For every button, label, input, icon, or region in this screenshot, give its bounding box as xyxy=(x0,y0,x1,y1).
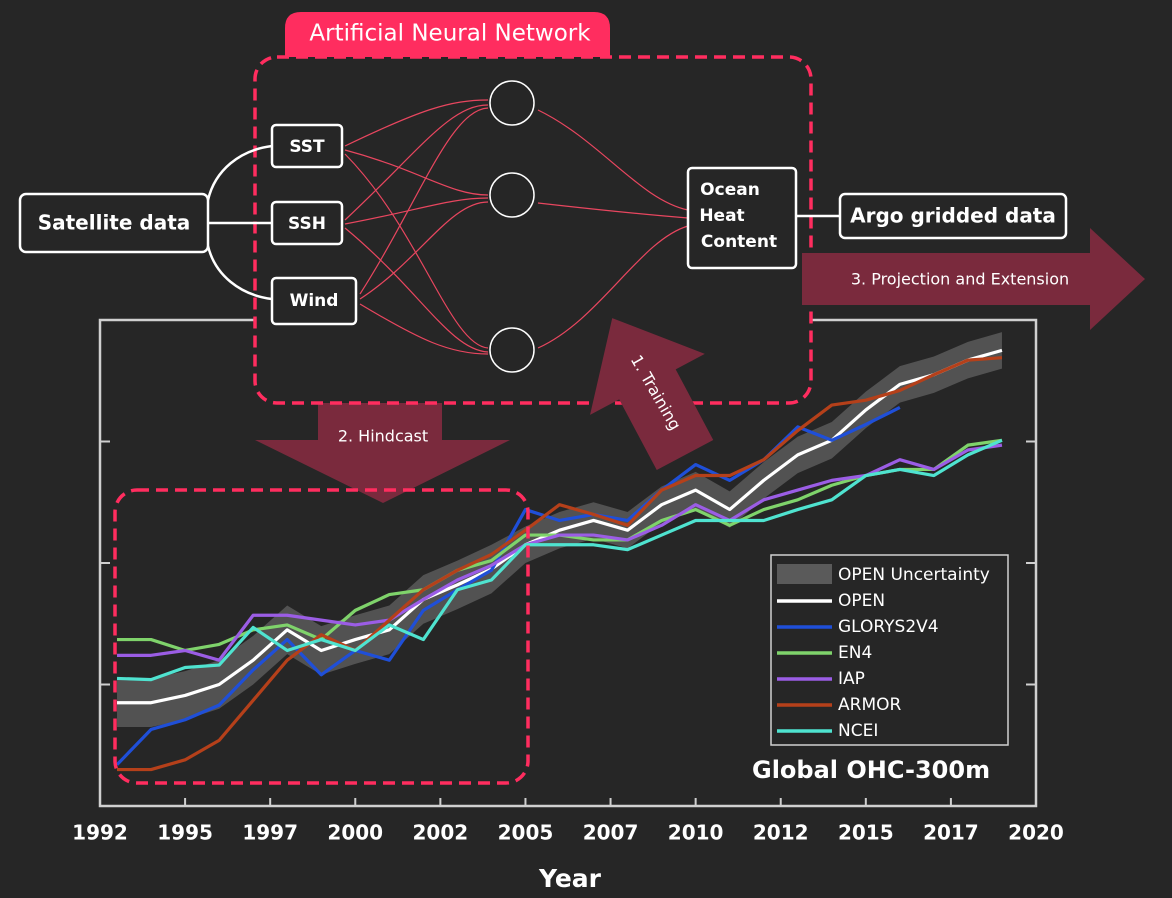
x-tick-label: 2002 xyxy=(413,821,469,845)
legend-label: ARMOR xyxy=(838,695,901,715)
target-label: Argo gridded data xyxy=(850,204,1056,228)
x-tick-label: 2007 xyxy=(583,821,639,845)
hidden-node xyxy=(489,172,535,218)
connection xyxy=(537,225,689,349)
x-tick-label: 2010 xyxy=(668,821,724,845)
series-line xyxy=(117,356,1003,772)
ann-title: Artificial Neural Network xyxy=(309,21,591,47)
connection xyxy=(537,109,689,211)
output-label: Content xyxy=(701,232,777,252)
hidden-node xyxy=(489,80,535,126)
x-tick-label: 1992 xyxy=(72,821,128,845)
connection xyxy=(344,227,489,353)
hindcast-arrow xyxy=(255,392,510,503)
source-label: Satellite data xyxy=(38,211,191,235)
input-box xyxy=(270,123,344,169)
target-box xyxy=(838,192,1068,240)
legend-box xyxy=(770,554,1009,746)
input-box xyxy=(270,276,358,326)
input-label: SSH xyxy=(288,214,326,234)
projection-arrow xyxy=(802,228,1145,330)
legend-label: OPEN Uncertainty xyxy=(838,565,990,585)
ann-tab xyxy=(285,12,610,57)
output-label: Heat xyxy=(699,206,744,226)
input-label: SST xyxy=(289,137,325,157)
connections xyxy=(344,99,689,355)
connection xyxy=(344,153,489,349)
x-tick-label: 2005 xyxy=(498,821,554,845)
training-arrow xyxy=(590,318,714,471)
legend-label: OPEN xyxy=(838,591,885,611)
x-tick-label: 2017 xyxy=(923,821,979,845)
legend-label: NCEI xyxy=(838,721,878,741)
connection xyxy=(359,303,489,355)
x-tick-label: 1995 xyxy=(157,821,213,845)
x-tick-label: 2015 xyxy=(838,821,894,845)
wire xyxy=(206,245,273,301)
hidden-node xyxy=(489,327,535,373)
input-box xyxy=(270,200,344,246)
wire xyxy=(206,144,273,201)
output-label: Ocean xyxy=(700,180,760,200)
connection xyxy=(344,99,489,147)
connection xyxy=(537,202,689,219)
source-box xyxy=(18,192,210,254)
x-axis-label: Year xyxy=(538,864,602,893)
x-tick-label: 1997 xyxy=(242,821,298,845)
connection xyxy=(359,107,489,295)
output-box xyxy=(686,166,798,270)
series-line xyxy=(116,438,1003,682)
x-tick-label: 2012 xyxy=(753,821,809,845)
legend-label: IAP xyxy=(838,669,865,689)
projection-label: 3. Projection and Extension xyxy=(851,270,1069,289)
legend-swatch xyxy=(777,564,832,584)
series-line xyxy=(117,348,1003,705)
input-label: Wind xyxy=(290,291,339,311)
legend-label: EN4 xyxy=(838,643,872,663)
hindcast-label: 2. Hindcast xyxy=(338,427,428,446)
connection xyxy=(359,201,489,300)
x-tick-label: 2020 xyxy=(1008,821,1064,845)
chart: 1992 1995 1997 2000 2002 2005 2007 2010 2012 2015… xyxy=(72,318,1064,893)
ann-panel xyxy=(255,57,811,403)
legend-label: GLORYS2V4 xyxy=(838,617,939,637)
x-tick-label: 2000 xyxy=(327,821,383,845)
connection xyxy=(344,104,489,221)
series-line xyxy=(117,443,1003,662)
connection xyxy=(344,197,489,225)
chart-label: Global OHC-300m xyxy=(752,756,990,784)
connection xyxy=(344,149,489,196)
training-arrow-shape xyxy=(590,318,714,471)
